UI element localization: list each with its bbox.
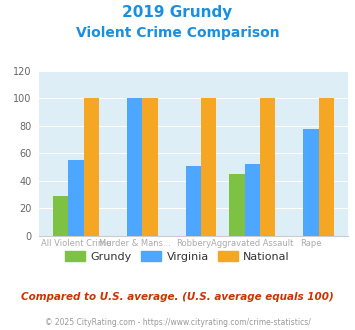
Bar: [53, 196, 69, 236]
Legend: Grundy, Virginia, National: Grundy, Virginia, National: [61, 247, 294, 267]
Text: Violent Crime Comparison: Violent Crime Comparison: [76, 26, 279, 40]
Bar: [229, 174, 245, 236]
Bar: [303, 129, 318, 236]
Bar: [186, 166, 201, 236]
Bar: [84, 98, 99, 236]
Text: © 2025 CityRating.com - https://www.cityrating.com/crime-statistics/: © 2025 CityRating.com - https://www.city…: [45, 318, 310, 327]
Bar: [142, 98, 158, 236]
Bar: [69, 160, 84, 236]
Text: 2019 Grundy: 2019 Grundy: [122, 5, 233, 20]
Bar: [201, 98, 217, 236]
Bar: [127, 98, 142, 236]
Bar: [318, 98, 334, 236]
Bar: [260, 98, 275, 236]
Bar: [245, 164, 260, 236]
Text: Compared to U.S. average. (U.S. average equals 100): Compared to U.S. average. (U.S. average …: [21, 292, 334, 302]
